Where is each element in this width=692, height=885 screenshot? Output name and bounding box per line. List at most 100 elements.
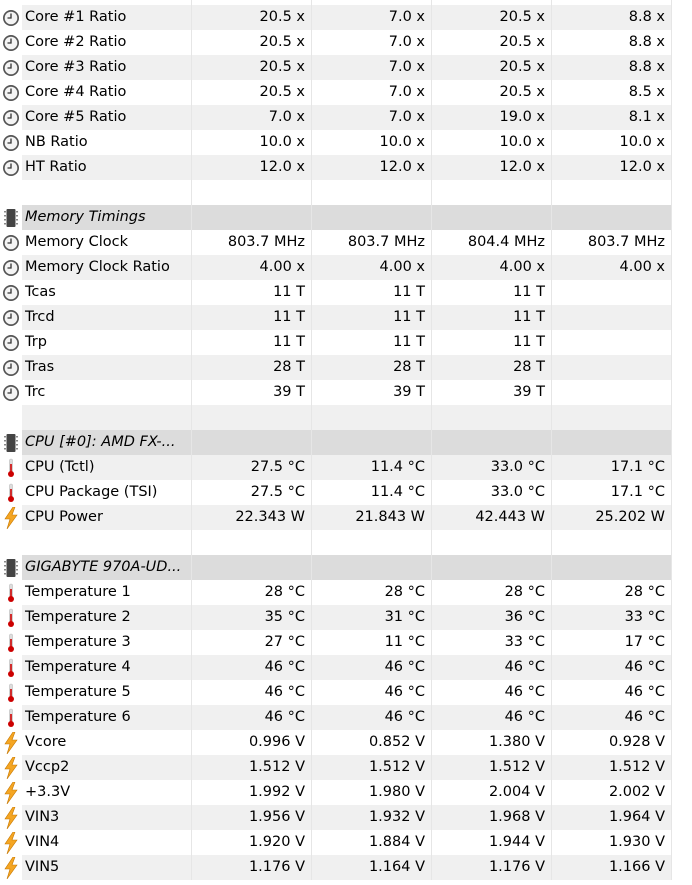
thermometer-icon [0, 680, 22, 705]
sensor-row[interactable]: Temperature 3 27 °C 11 °C 33 °C 17 °C [0, 630, 692, 655]
average-value: 1.930 V [552, 830, 672, 855]
clock-icon [0, 80, 22, 105]
row-tail [672, 355, 692, 380]
sensor-row[interactable]: Core #4 Ratio 20.5 x 7.0 x 20.5 x 8.5 x [0, 80, 692, 105]
row-tail [672, 130, 692, 155]
average-value [552, 205, 672, 230]
row-tail [672, 605, 692, 630]
average-value: 1.964 V [552, 805, 672, 830]
minimum-value: 11 °C [312, 630, 432, 655]
current-value: 1.176 V [192, 855, 312, 880]
minimum-value: 28 °C [312, 580, 432, 605]
maximum-value: 20.5 x [432, 80, 552, 105]
row-tail [672, 830, 692, 855]
section-header[interactable]: GIGABYTE 970A-UD... [0, 555, 692, 580]
sensor-row[interactable]: VIN3 1.956 V 1.932 V 1.968 V 1.964 V [0, 805, 692, 830]
average-value: 17.1 °C [552, 480, 672, 505]
clock-icon [0, 280, 22, 305]
sensor-label: +3.3V [22, 780, 192, 805]
sensor-row[interactable]: Core #1 Ratio 20.5 x 7.0 x 20.5 x 8.8 x [0, 5, 692, 30]
sensor-label: Memory Clock Ratio [22, 255, 192, 280]
average-value: 25.202 W [552, 505, 672, 530]
minimum-value: 7.0 x [312, 105, 432, 130]
average-value [552, 180, 672, 205]
row-tail [672, 280, 692, 305]
average-value [552, 305, 672, 330]
sensor-row[interactable]: HT Ratio 12.0 x 12.0 x 12.0 x 12.0 x [0, 155, 692, 180]
sensor-row[interactable]: Core #5 Ratio 7.0 x 7.0 x 19.0 x 8.1 x [0, 105, 692, 130]
sensor-row[interactable]: Vccp2 1.512 V 1.512 V 1.512 V 1.512 V [0, 755, 692, 780]
sensor-row[interactable]: VIN4 1.920 V 1.884 V 1.944 V 1.930 V [0, 830, 692, 855]
minimum-value: 1.164 V [312, 855, 432, 880]
sensor-label: Temperature 3 [22, 630, 192, 655]
average-value: 8.5 x [552, 80, 672, 105]
current-value [192, 405, 312, 430]
clock-icon [0, 55, 22, 80]
current-value: 27.5 °C [192, 480, 312, 505]
sensor-row[interactable]: Memory Clock 803.7 MHz 803.7 MHz 804.4 MHz 8… [0, 230, 692, 255]
spacer-row [0, 180, 692, 205]
sensor-row[interactable]: CPU (Tctl) 27.5 °C 11.4 °C 33.0 °C 17.1 °C [0, 455, 692, 480]
average-value [552, 280, 672, 305]
maximum-value: 33 °C [432, 630, 552, 655]
row-tail [672, 580, 692, 605]
sensor-label: Temperature 2 [22, 605, 192, 630]
sensor-row[interactable]: Tras 28 T 28 T 28 T [0, 355, 692, 380]
average-value: 1.512 V [552, 755, 672, 780]
sensor-label: Vcore [22, 730, 192, 755]
sensor-label: VIN5 [22, 855, 192, 880]
row-tail [672, 805, 692, 830]
sensor-row[interactable]: Memory Clock Ratio 4.00 x 4.00 x 4.00 x 4.00… [0, 255, 692, 280]
clock-icon [0, 355, 22, 380]
minimum-value [312, 180, 432, 205]
minimum-value: 7.0 x [312, 30, 432, 55]
sensor-row[interactable]: CPU Power 22.343 W 21.843 W 42.443 W 25.202 … [0, 505, 692, 530]
row-tail [672, 780, 692, 805]
chip-icon [0, 555, 22, 580]
sensor-label: CPU Power [22, 505, 192, 530]
sensor-row[interactable]: Tcas 11 T 11 T 11 T [0, 280, 692, 305]
sensor-label [22, 530, 192, 555]
current-value: 20.5 x [192, 80, 312, 105]
sensor-row[interactable]: Temperature 2 35 °C 31 °C 36 °C 33 °C [0, 605, 692, 630]
sensor-label: Tcas [22, 280, 192, 305]
sensor-row[interactable]: Vcore 0.996 V 0.852 V 1.380 V 0.928 V [0, 730, 692, 755]
average-value [552, 405, 672, 430]
maximum-value: 46 °C [432, 705, 552, 730]
row-tail [672, 380, 692, 405]
average-value [552, 380, 672, 405]
average-value: 4.00 x [552, 255, 672, 280]
sensor-row[interactable]: Temperature 1 28 °C 28 °C 28 °C 28 °C [0, 580, 692, 605]
sensor-row[interactable]: Core #3 Ratio 20.5 x 7.0 x 20.5 x 8.8 x [0, 55, 692, 80]
row-tail [672, 630, 692, 655]
minimum-value: 46 °C [312, 655, 432, 680]
sensor-row[interactable]: Trc 39 T 39 T 39 T [0, 380, 692, 405]
current-value [192, 530, 312, 555]
section-header[interactable]: Memory Timings [0, 205, 692, 230]
maximum-value: 39 T [432, 380, 552, 405]
sensor-row[interactable]: CPU Package (TSI) 27.5 °C 11.4 °C 33.0 °C 17… [0, 480, 692, 505]
maximum-value: 1.944 V [432, 830, 552, 855]
current-value: 28 T [192, 355, 312, 380]
sensor-row[interactable]: NB Ratio 10.0 x 10.0 x 10.0 x 10.0 x [0, 130, 692, 155]
clock-icon [0, 155, 22, 180]
section-header[interactable]: CPU [#0]: AMD FX-... [0, 430, 692, 455]
sensor-label [22, 405, 192, 430]
sensor-row[interactable]: Temperature 4 46 °C 46 °C 46 °C 46 °C [0, 655, 692, 680]
sensor-row[interactable]: +3.3V 1.992 V 1.980 V 2.004 V 2.002 V [0, 780, 692, 805]
chip-icon [0, 430, 22, 455]
sensor-row[interactable]: Core #2 Ratio 20.5 x 7.0 x 20.5 x 8.8 x [0, 30, 692, 55]
sensor-row[interactable]: Trp 11 T 11 T 11 T [0, 330, 692, 355]
minimum-value: 4.00 x [312, 255, 432, 280]
row-tail [672, 655, 692, 680]
sensor-row[interactable]: Trcd 11 T 11 T 11 T [0, 305, 692, 330]
sensor-row[interactable]: Temperature 5 46 °C 46 °C 46 °C 46 °C [0, 680, 692, 705]
sensor-label: Core #1 Ratio [22, 5, 192, 30]
minimum-value: 11.4 °C [312, 455, 432, 480]
average-value: 8.8 x [552, 55, 672, 80]
sensor-label: Core #5 Ratio [22, 105, 192, 130]
sensor-row[interactable]: Temperature 6 46 °C 46 °C 46 °C 46 °C [0, 705, 692, 730]
row-tail [672, 230, 692, 255]
current-value: 10.0 x [192, 130, 312, 155]
sensor-row[interactable]: VIN5 1.176 V 1.164 V 1.176 V 1.166 V [0, 855, 692, 880]
